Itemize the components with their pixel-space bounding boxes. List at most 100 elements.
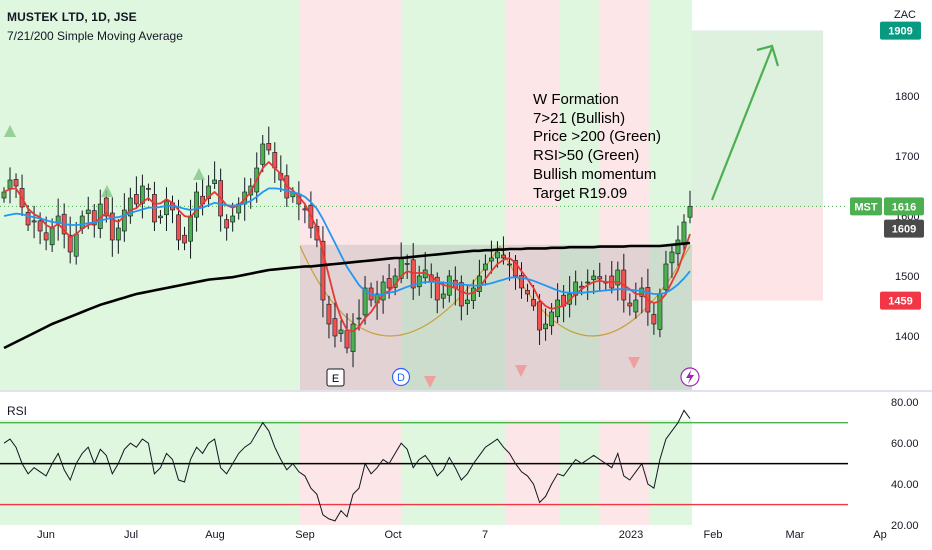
candle-body[interactable] <box>356 317 362 320</box>
candle-body[interactable] <box>501 254 506 259</box>
candle-body[interactable] <box>669 251 675 264</box>
candle-body[interactable] <box>489 257 494 262</box>
candle-body[interactable] <box>513 260 518 277</box>
candle-body[interactable] <box>188 215 193 242</box>
candle-body[interactable] <box>43 232 49 241</box>
candle-body[interactable] <box>362 287 368 316</box>
date-tick-label: Feb <box>704 529 723 541</box>
candle-body[interactable] <box>627 302 633 307</box>
stop-price-badge[interactable] <box>880 291 921 310</box>
candle-body[interactable] <box>115 227 121 241</box>
dividend-marker[interactable] <box>391 367 411 387</box>
candle-body[interactable] <box>344 330 350 349</box>
candle-body[interactable] <box>49 227 55 246</box>
candle-body[interactable] <box>495 251 500 259</box>
candle-body[interactable] <box>464 299 470 304</box>
candle-body[interactable] <box>31 220 37 223</box>
candle-body[interactable] <box>549 311 554 327</box>
prev-close-badge[interactable] <box>884 219 924 238</box>
candle-body[interactable] <box>326 303 332 325</box>
candle-body[interactable] <box>597 276 603 280</box>
symbol-title[interactable]: MUSTEK LTD, 1D, JSE <box>7 10 137 24</box>
candle-body[interactable] <box>176 214 181 241</box>
candle-body[interactable] <box>483 263 488 271</box>
stop-zone[interactable] <box>692 206 823 301</box>
candle-body[interactable] <box>531 299 536 307</box>
price-badges: 1909 MST 1616 1609 1459 <box>850 21 924 310</box>
candle-body[interactable] <box>109 212 115 241</box>
candle-body[interactable] <box>350 323 356 352</box>
candle-body[interactable] <box>103 197 109 217</box>
stop-price-badge-text: 1459 <box>888 296 912 308</box>
candle-body[interactable] <box>585 281 591 284</box>
earnings-marker[interactable] <box>326 368 345 387</box>
candle-body[interactable] <box>440 293 446 299</box>
candle-body[interactable] <box>146 188 151 190</box>
rsi-panel-label[interactable]: RSI <box>7 404 28 418</box>
candle-body[interactable] <box>164 200 169 216</box>
target-zone[interactable] <box>691 30 824 207</box>
candle-body[interactable] <box>133 194 139 205</box>
candle-body[interactable] <box>320 240 326 301</box>
candle-body[interactable] <box>158 215 163 219</box>
candle-body[interactable] <box>260 143 266 165</box>
candle-body[interactable] <box>332 318 338 337</box>
candle-body[interactable] <box>25 212 31 226</box>
candle-body[interactable] <box>127 197 133 217</box>
rsi-line[interactable] <box>3 409 691 522</box>
candle-body[interactable] <box>37 220 43 232</box>
candle-body[interactable] <box>13 179 19 187</box>
candle-body[interactable] <box>470 287 476 301</box>
candle-body[interactable] <box>224 219 230 229</box>
candle-body[interactable] <box>230 215 236 223</box>
time-axis: Jun Jul Aug Sep Oct 7 2023 Feb Mar Ap <box>37 529 887 541</box>
candle-body[interactable] <box>434 276 440 301</box>
grid-lines <box>0 205 932 392</box>
candle-body[interactable] <box>73 233 79 257</box>
trend-zone <box>650 0 692 390</box>
candle-body[interactable] <box>416 275 422 288</box>
symbol-badge[interactable] <box>850 197 882 216</box>
candle-body[interactable] <box>386 278 392 289</box>
candle-body[interactable] <box>663 263 669 291</box>
candle-body[interactable] <box>458 282 464 307</box>
candle-body[interactable] <box>507 263 512 266</box>
candle-body[interactable] <box>687 206 693 218</box>
rsi-tick-label: 80.00 <box>891 397 919 409</box>
candle-body[interactable] <box>525 290 530 295</box>
candle-body[interactable] <box>206 185 211 199</box>
candle-body[interactable] <box>67 234 73 253</box>
sma7-line[interactable] <box>3 160 691 333</box>
date-tick-label: Jul <box>124 529 138 541</box>
candle-body[interactable] <box>543 323 548 330</box>
last-price-badge[interactable] <box>884 197 924 216</box>
candle-body[interactable] <box>85 209 91 214</box>
last-price-badge-text: 1616 <box>892 201 916 213</box>
candle-body[interactable] <box>633 299 639 313</box>
candle-body[interactable] <box>681 221 687 246</box>
candle-body[interactable] <box>121 209 127 232</box>
candle-body[interactable] <box>266 143 272 151</box>
candle-body[interactable] <box>1 191 7 199</box>
candle-body[interactable] <box>380 281 386 301</box>
candle-body[interactable] <box>675 239 681 255</box>
candle-body[interactable] <box>404 263 410 265</box>
candle-body[interactable] <box>7 179 13 189</box>
candle-body[interactable] <box>302 208 308 211</box>
sma21-line[interactable] <box>3 187 691 297</box>
indicator-label[interactable]: 7/21/200 Simple Moving Average <box>7 29 183 43</box>
trend-zone <box>430 0 505 390</box>
candle-body[interactable] <box>182 234 187 244</box>
candle-body[interactable] <box>651 314 657 325</box>
target-price-badge[interactable] <box>880 21 921 40</box>
candle-body[interactable] <box>91 210 97 226</box>
candle-body[interactable] <box>591 275 597 280</box>
candle-body[interactable] <box>537 301 542 331</box>
candle-body[interactable] <box>194 191 199 218</box>
candle-body[interactable] <box>338 329 344 334</box>
candle-body[interactable] <box>615 269 621 286</box>
candle-body[interactable] <box>212 179 218 184</box>
sma200-line[interactable] <box>3 241 691 350</box>
candle-body[interactable] <box>519 275 524 289</box>
